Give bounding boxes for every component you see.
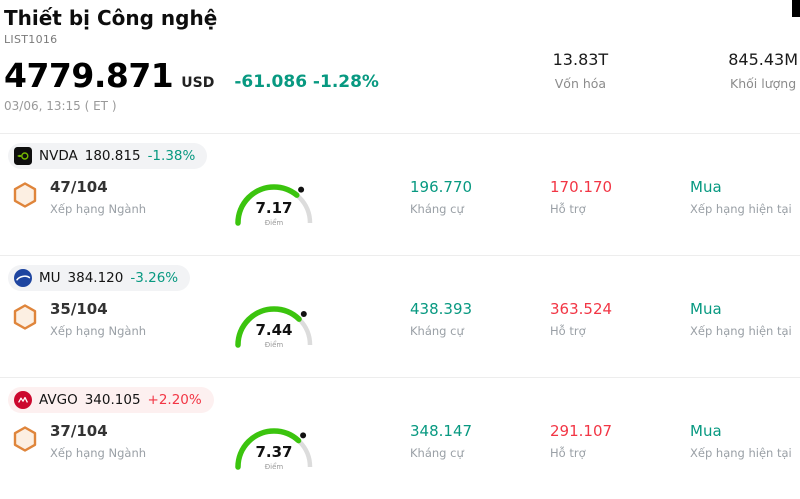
resistance-label: Kháng cự	[410, 324, 464, 338]
index-price-row: 4779.871 USD -61.086 -1.28%	[4, 59, 800, 92]
score-gauge-cell: 7.17 Điểm	[218, 178, 338, 231]
industry-rank-cell: 37/104 Xếp hạng Ngành	[0, 422, 218, 460]
stock-chip-mu[interactable]: MU 384.120 -3.26%	[8, 265, 191, 291]
rating-label: Xếp hạng hiện tại	[690, 202, 792, 216]
rating-cell: Mua Xếp hạng hiện tại	[690, 422, 800, 460]
resistance-value: 438.393	[410, 300, 473, 318]
resistance-label: Kháng cự	[410, 446, 464, 460]
nvda-logo-icon	[14, 147, 32, 165]
hexagon-rank-icon	[12, 181, 38, 213]
stock-chip-avgo[interactable]: AVGO 340.105 +2.20%	[8, 387, 214, 413]
industry-rank-value: 37/104	[50, 422, 108, 440]
list-id: LIST1016	[4, 33, 58, 46]
stat-volume: 845.43M Khối lượng	[728, 50, 798, 91]
industry-rank-value: 47/104	[50, 178, 108, 196]
support-label: Hỗ trợ	[550, 446, 586, 460]
rating-cell: Mua Xếp hạng hiện tại	[690, 300, 800, 338]
stock-symbol: AVGO	[39, 392, 78, 408]
score-gauge: 7.37 Điểm	[226, 417, 322, 475]
index-price: 4779.871	[4, 56, 174, 95]
support-label: Hỗ trợ	[550, 202, 586, 216]
resistance-value: 196.770	[410, 178, 473, 196]
stock-price: 180.815	[84, 148, 141, 164]
industry-rank-pair: 47/104 Xếp hạng Ngành	[50, 178, 146, 216]
stock-price: 384.120	[67, 270, 124, 286]
stock-symbol: NVDA	[39, 148, 78, 164]
industry-rank-label: Xếp hạng Ngành	[50, 446, 147, 460]
header-stats: 13.83T Vốn hóa 845.43M Khối lượng	[553, 50, 798, 91]
score-gauge-cell: 7.37 Điểm	[218, 422, 338, 475]
industry-rank-cell: 35/104 Xếp hạng Ngành	[0, 300, 218, 338]
industry-rank-label: Xếp hạng Ngành	[50, 202, 147, 216]
broadcom-logo-icon	[14, 391, 32, 409]
industry-rank-value: 35/104	[50, 300, 108, 318]
stock-row-nvda[interactable]: NVDA 180.815 -1.38% 47/104 Xếp hạng Ngàn…	[0, 133, 800, 255]
resistance-value: 348.147	[410, 422, 473, 440]
gauge-arc	[226, 173, 322, 235]
industry-rank-cell: 47/104 Xếp hạng Ngành	[0, 178, 218, 216]
rating-label: Xếp hạng hiện tại	[690, 324, 792, 338]
score-unit-label: Điểm	[264, 463, 284, 471]
stock-metrics-nvda: 47/104 Xếp hạng Ngành 7.17 Điểm 196.770 …	[0, 178, 800, 231]
stock-metrics-avgo: 37/104 Xếp hạng Ngành 7.37 Điểm 348.147 …	[0, 422, 800, 475]
stock-change: -1.38%	[147, 148, 196, 164]
score-value: 7.17	[255, 199, 293, 217]
volume-value: 845.43M	[728, 50, 798, 69]
industry-rank-label: Xếp hạng Ngành	[50, 324, 147, 338]
score-gauge: 7.17 Điểm	[226, 173, 322, 231]
datetime: 03/06, 13:15 ( ET )	[4, 99, 117, 113]
resistance-cell: 196.770 Kháng cự	[410, 178, 550, 216]
stock-row-mu[interactable]: MU 384.120 -3.26% 35/104 Xếp hạng Ngành …	[0, 255, 800, 377]
support-cell: 291.107 Hỗ trợ	[550, 422, 690, 460]
support-value: 363.524	[550, 300, 613, 318]
score-value: 7.37	[255, 443, 293, 461]
score-unit-label: Điểm	[264, 219, 284, 227]
industry-rank-pair: 37/104 Xếp hạng Ngành	[50, 422, 146, 460]
stock-row-avgo[interactable]: AVGO 340.105 +2.20% 37/104 Xếp hạng Ngàn…	[0, 377, 800, 499]
score-value: 7.44	[255, 321, 293, 339]
score-gauge: 7.44 Điểm	[226, 295, 322, 353]
header: Thiết bị Công nghệ LIST1016 13.83T Vốn h…	[0, 0, 800, 133]
rating-value: Mua	[690, 422, 722, 440]
support-value: 170.170	[550, 178, 613, 196]
support-cell: 170.170 Hỗ trợ	[550, 178, 690, 216]
stock-symbol: MU	[39, 270, 61, 286]
gauge-arc	[226, 417, 322, 479]
resistance-label: Kháng cự	[410, 202, 464, 216]
hexagon-rank-icon	[12, 425, 38, 457]
stock-price: 340.105	[84, 392, 141, 408]
stat-marketcap: 13.83T Vốn hóa	[553, 50, 609, 91]
stock-metrics-mu: 35/104 Xếp hạng Ngành 7.44 Điểm 438.393 …	[0, 300, 800, 353]
currency-label: USD	[181, 75, 215, 91]
micron-logo-icon	[14, 269, 32, 287]
page-title: Thiết bị Công nghệ	[4, 6, 218, 30]
index-change: -61.086 -1.28%	[234, 72, 379, 92]
industry-rank-pair: 35/104 Xếp hạng Ngành	[50, 300, 146, 338]
stock-change: +2.20%	[147, 392, 202, 408]
rating-label: Xếp hạng hiện tại	[690, 446, 792, 460]
marketcap-label: Vốn hóa	[554, 76, 607, 91]
resistance-cell: 348.147 Kháng cự	[410, 422, 550, 460]
score-unit-label: Điểm	[264, 341, 284, 349]
rating-value: Mua	[690, 300, 722, 318]
stock-chip-nvda[interactable]: NVDA 180.815 -1.38%	[8, 143, 208, 169]
corner-mark	[792, 0, 800, 17]
rating-value: Mua	[690, 178, 722, 196]
stock-change: -3.26%	[130, 270, 179, 286]
marketcap-value: 13.83T	[552, 50, 609, 69]
support-cell: 363.524 Hỗ trợ	[550, 300, 690, 338]
rating-cell: Mua Xếp hạng hiện tại	[690, 178, 800, 216]
gauge-arc	[226, 295, 322, 357]
support-label: Hỗ trợ	[550, 324, 586, 338]
volume-label: Khối lượng	[730, 76, 797, 91]
resistance-cell: 438.393 Kháng cự	[410, 300, 550, 338]
score-gauge-cell: 7.44 Điểm	[218, 300, 338, 353]
support-value: 291.107	[550, 422, 613, 440]
hexagon-rank-icon	[12, 303, 38, 335]
